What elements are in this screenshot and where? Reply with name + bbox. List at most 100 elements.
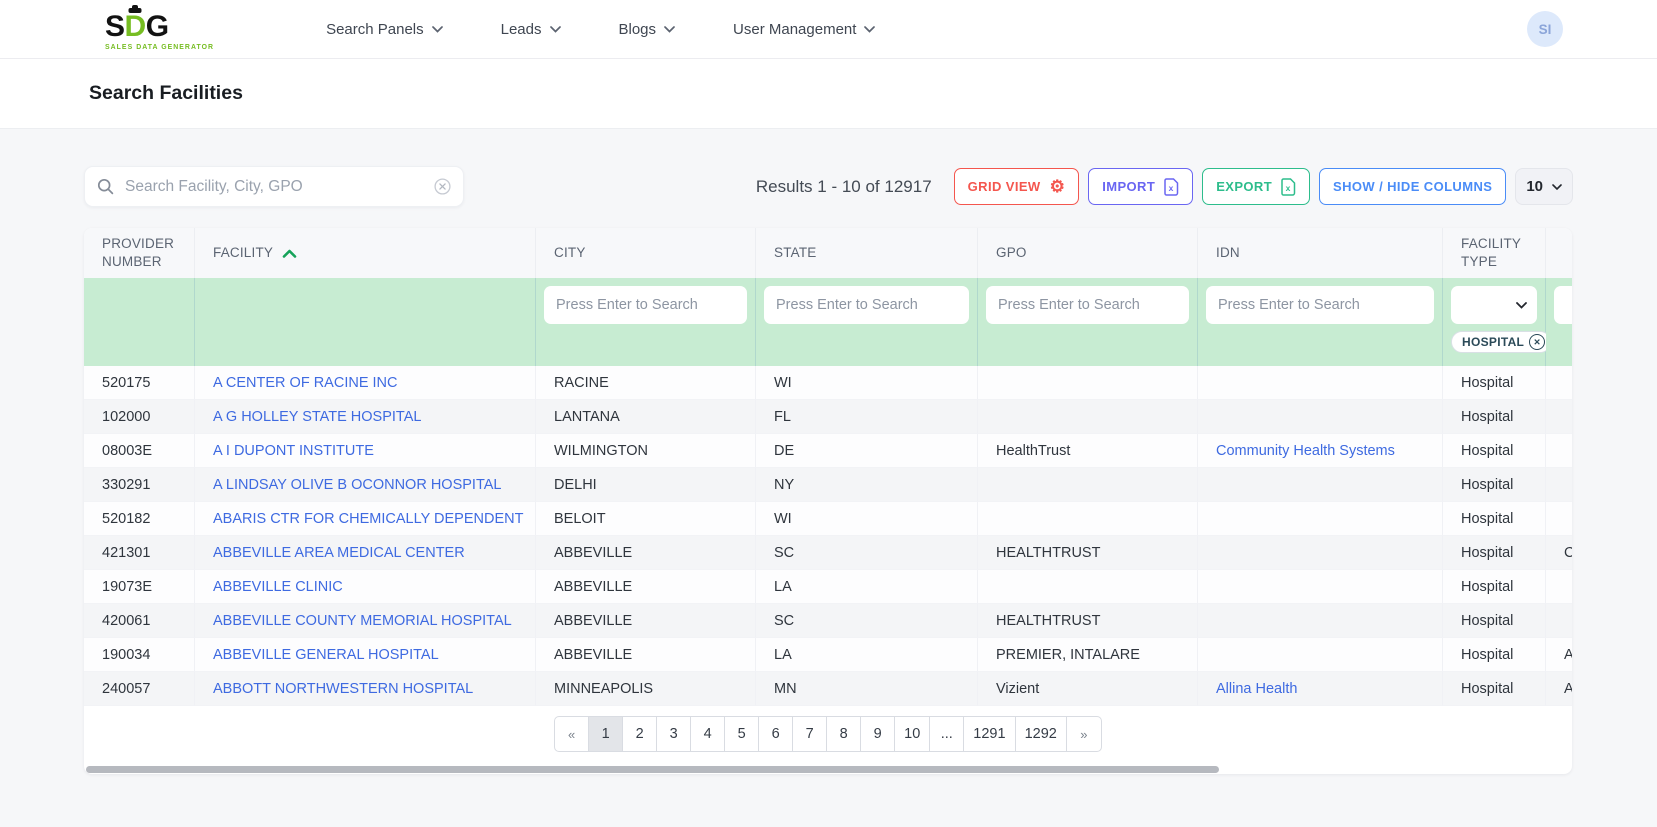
nav-item-search-panels[interactable]: Search Panels — [326, 21, 443, 38]
cell-gpo: HealthTrust — [978, 434, 1198, 469]
nav-item-leads[interactable]: Leads — [501, 21, 561, 38]
cell-facility: ABBOTT NORTHWESTERN HOSPITAL — [195, 672, 536, 707]
pagination-next[interactable]: » — [1080, 726, 1088, 742]
cell-provider-number: 19073E — [84, 570, 195, 605]
excel-file-icon: x — [1281, 177, 1296, 196]
cell-idn: Community Health Systems — [1198, 434, 1443, 469]
chevron-down-icon — [431, 25, 443, 33]
cell-clipped: A — [1546, 638, 1572, 673]
pagination-prev[interactable]: « — [555, 717, 590, 752]
column-header-facility-type[interactable]: FACILITY TYPE — [1443, 228, 1546, 279]
user-avatar[interactable]: SI — [1527, 11, 1563, 47]
chevron-down-icon — [549, 25, 561, 33]
pagination-page-5[interactable]: 5 — [725, 717, 760, 752]
logo-letter-d-clipboard-icon: D — [124, 9, 147, 43]
facility-link[interactable]: A CENTER OF RACINE INC — [213, 374, 398, 391]
search-input[interactable] — [123, 176, 425, 197]
grid-view-button[interactable]: GRID VIEW ⚙ — [953, 168, 1080, 205]
cell-city: ABBEVILLE — [536, 570, 756, 605]
export-button[interactable]: EXPORT x — [1202, 168, 1311, 205]
column-header-gpo[interactable]: GPO — [978, 228, 1198, 279]
show-hide-columns-button[interactable]: SHOW / HIDE COLUMNS — [1319, 168, 1507, 205]
pagination-page-1291[interactable]: 1291 — [964, 717, 1016, 752]
table-row: 520182 ABARIS CTR FOR CHEMICALLY DEPENDE… — [84, 502, 1572, 537]
pagination-page-7[interactable]: 7 — [793, 717, 828, 752]
clear-search-icon[interactable] — [434, 178, 451, 195]
gpo-filter-input[interactable] — [986, 286, 1189, 325]
table-row: 421301 ABBEVILLE AREA MEDICAL CENTER ABB… — [84, 536, 1572, 571]
cell-gpo: HEALTHTRUST — [978, 536, 1198, 571]
cell-facility-type: Hospital — [1443, 672, 1546, 707]
facility-link[interactable]: ABBEVILLE COUNTY MEMORIAL HOSPITAL — [213, 612, 512, 629]
cell-facility-type: Hospital — [1443, 536, 1546, 571]
sort-ascending-icon — [282, 249, 297, 258]
cell-facility-type: Hospital — [1443, 400, 1546, 435]
facility-type-select[interactable] — [1451, 286, 1537, 325]
pagination-page-10[interactable]: 10 — [895, 717, 931, 752]
nav-item-blogs[interactable]: Blogs — [619, 21, 676, 38]
nav-item-user-management[interactable]: User Management — [733, 21, 876, 38]
facility-link[interactable]: ABBEVILLE GENERAL HOSPITAL — [213, 646, 439, 663]
chevron-down-icon — [664, 25, 675, 33]
cell-clipped — [1546, 434, 1572, 469]
column-header-city[interactable]: CITY — [536, 228, 756, 279]
facility-link[interactable]: A I DUPONT INSTITUTE — [213, 442, 374, 459]
clipped-filter-input[interactable] — [1554, 286, 1572, 325]
pagination-page-1292[interactable]: 1292 — [1016, 717, 1067, 752]
pagination-page-3[interactable]: 3 — [657, 717, 692, 752]
page-size-select[interactable]: 10 — [1515, 168, 1573, 205]
pagination-page-4[interactable]: 4 — [691, 717, 726, 752]
cell-clipped — [1546, 502, 1572, 537]
cell-state: LA — [756, 570, 978, 605]
column-header-clipped — [1546, 228, 1572, 279]
import-button[interactable]: IMPORT x — [1088, 168, 1194, 205]
cell-facility-type: Hospital — [1443, 604, 1546, 639]
state-filter-input[interactable] — [764, 286, 969, 325]
pagination-page-8[interactable]: 8 — [827, 717, 862, 752]
page-title: Search Facilities — [89, 82, 243, 104]
idn-link[interactable]: Allina Health — [1216, 680, 1298, 697]
pagination-page-2[interactable]: 2 — [623, 717, 658, 752]
cell-idn — [1198, 502, 1443, 537]
cell-clipped: C — [1546, 536, 1572, 571]
facility-link[interactable]: A LINDSAY OLIVE B OCONNOR HOSPITAL — [213, 476, 502, 493]
column-header-provider-number[interactable]: PROVIDER NUMBER — [84, 228, 195, 279]
idn-filter-input[interactable] — [1206, 286, 1434, 325]
idn-link[interactable]: Community Health Systems — [1216, 442, 1395, 459]
results-count: Results 1 - 10 of 12917 — [755, 176, 932, 196]
page-size-value: 10 — [1526, 178, 1543, 195]
horizontal-scrollbar-thumb[interactable] — [86, 766, 1219, 774]
facility-link[interactable]: ABBEVILLE AREA MEDICAL CENTER — [213, 544, 465, 561]
facility-type-chip: HOSPITAL ✕ — [1451, 331, 1552, 354]
cell-gpo — [978, 366, 1198, 401]
facility-link[interactable]: ABARIS CTR FOR CHEMICALLY DEPENDENT — [213, 510, 524, 527]
facility-link[interactable]: ABBOTT NORTHWESTERN HOSPITAL — [213, 680, 474, 697]
cell-clipped: A — [1546, 672, 1572, 707]
toolbar: Results 1 - 10 of 12917 GRID VIEW ⚙ IMPO… — [84, 166, 1573, 207]
facility-link[interactable]: ABBEVILLE CLINIC — [213, 578, 343, 595]
pagination-page-9[interactable]: 9 — [861, 717, 896, 752]
chevron-down-icon — [1516, 302, 1527, 309]
cell-facility-type: Hospital — [1443, 468, 1546, 503]
pagination-ellipsis[interactable]: ... — [930, 717, 965, 752]
column-header-idn[interactable]: IDN — [1198, 228, 1443, 279]
cell-city: ABBEVILLE — [536, 638, 756, 673]
cell-provider-number: 330291 — [84, 468, 195, 503]
chip-remove-icon[interactable]: ✕ — [1529, 334, 1546, 351]
gear-icon: ⚙ — [1049, 177, 1066, 196]
global-search — [84, 166, 464, 207]
cell-gpo — [978, 570, 1198, 605]
cell-clipped — [1546, 400, 1572, 435]
cell-city: ABBEVILLE — [536, 604, 756, 639]
city-filter-input[interactable] — [544, 286, 747, 325]
cell-city: MINNEAPOLIS — [536, 672, 756, 707]
pagination-page-1[interactable]: 1 — [589, 717, 624, 752]
column-header-facility[interactable]: FACILITY — [195, 228, 536, 279]
cell-facility-type: Hospital — [1443, 570, 1546, 605]
pagination-page-6[interactable]: 6 — [759, 717, 794, 752]
table-row: 102000 A G HOLLEY STATE HOSPITAL LANTANA… — [84, 400, 1572, 435]
facility-link[interactable]: A G HOLLEY STATE HOSPITAL — [213, 408, 422, 425]
logo-tagline: SALES DATA GENERATOR — [105, 43, 215, 51]
column-header-state[interactable]: STATE — [756, 228, 978, 279]
